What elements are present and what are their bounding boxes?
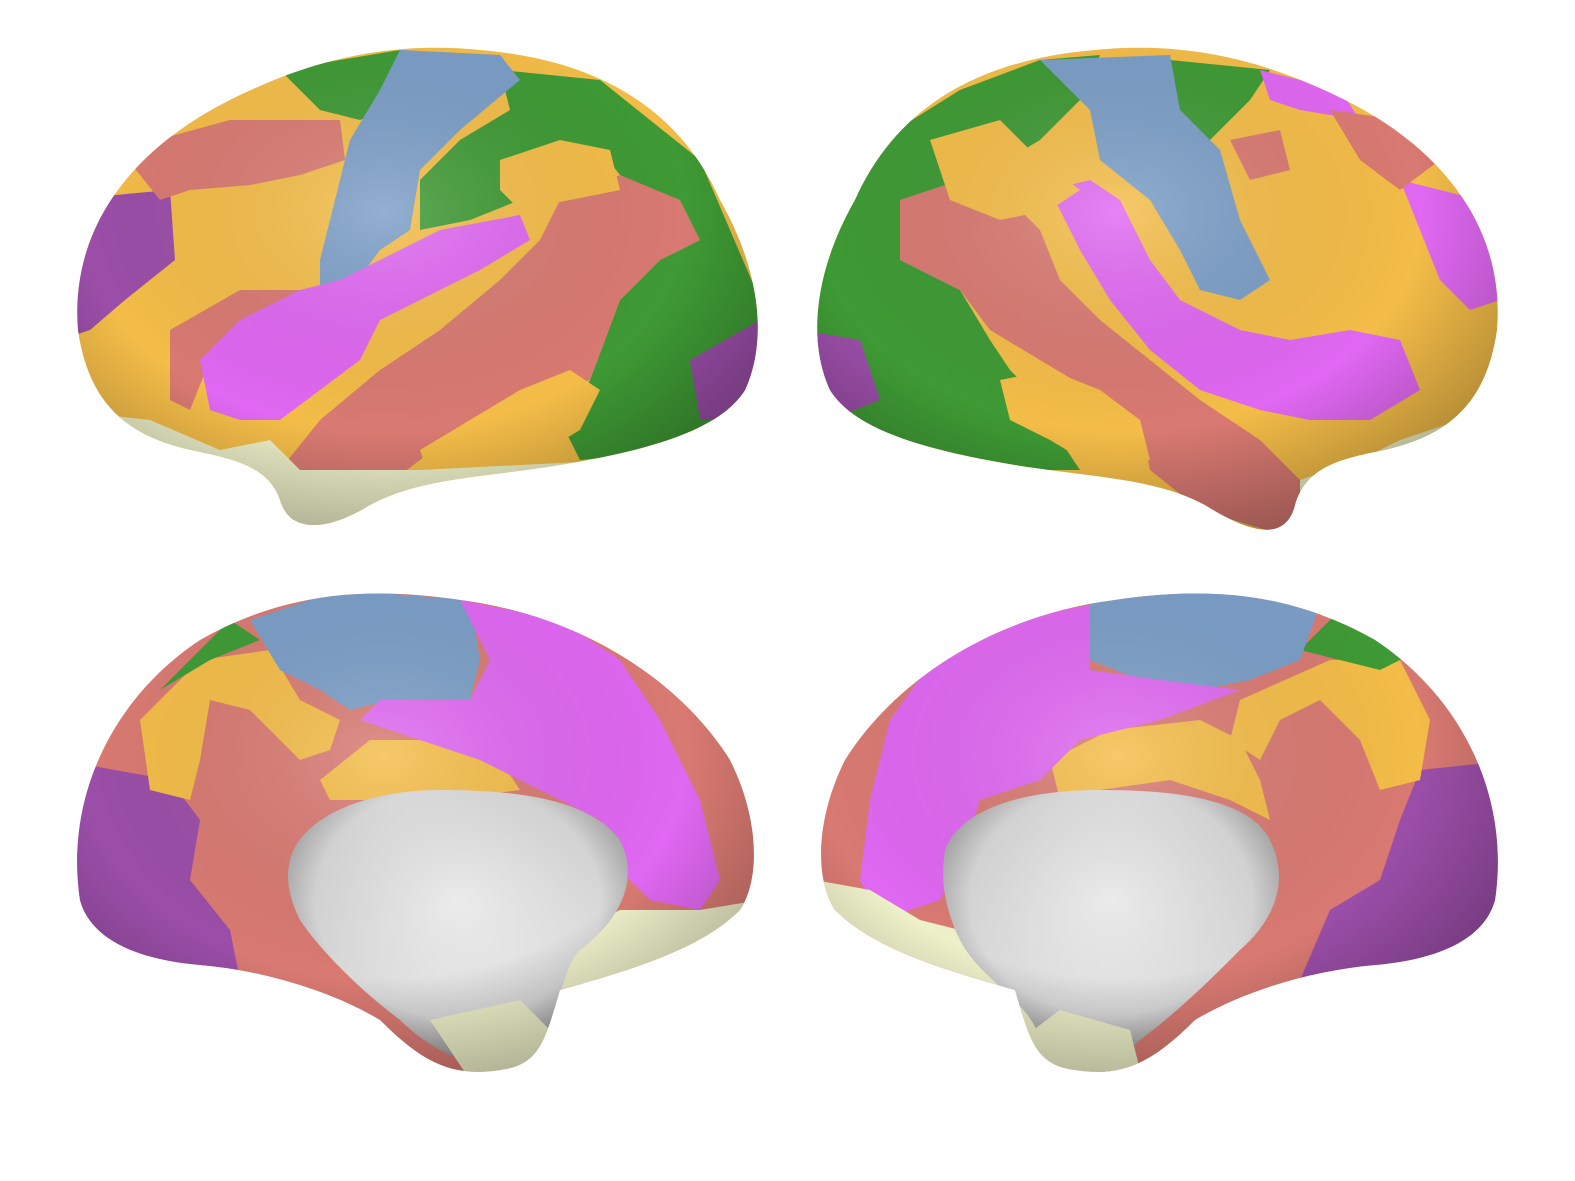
left-hemisphere-lateral (77, 47, 758, 526)
